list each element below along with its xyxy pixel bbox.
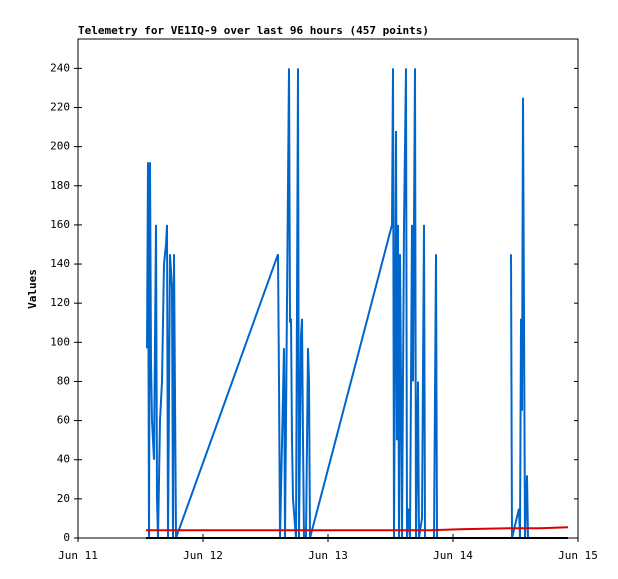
y-axis-label: Values bbox=[26, 269, 39, 309]
y-tick-label: 80 bbox=[57, 374, 70, 387]
y-tick-label: 200 bbox=[50, 140, 70, 153]
y-tick-label: 220 bbox=[50, 100, 70, 113]
y-tick-label: 180 bbox=[50, 179, 70, 192]
x-tick-label: Jun 13 bbox=[308, 549, 348, 562]
chart-title: Telemetry for VE1IQ-9 over last 96 hours… bbox=[78, 24, 429, 37]
y-tick-label: 240 bbox=[50, 61, 70, 74]
y-tick-label: 120 bbox=[50, 296, 70, 309]
series-line bbox=[146, 68, 529, 539]
y-tick-label: 160 bbox=[50, 218, 70, 231]
x-tick-label: Jun 11 bbox=[58, 549, 98, 562]
x-tick-label: Jun 15 bbox=[558, 549, 598, 562]
x-tick-label: Jun 14 bbox=[433, 549, 473, 562]
y-tick-label: 100 bbox=[50, 335, 70, 348]
y-tick-label: 40 bbox=[57, 453, 70, 466]
y-tick-label: 20 bbox=[57, 492, 70, 505]
y-tick-label: 0 bbox=[63, 531, 70, 544]
y-tick-label: 140 bbox=[50, 257, 70, 270]
series-line bbox=[146, 526, 569, 532]
y-tick-label: 60 bbox=[57, 414, 70, 427]
x-tick-label: Jun 12 bbox=[183, 549, 223, 562]
